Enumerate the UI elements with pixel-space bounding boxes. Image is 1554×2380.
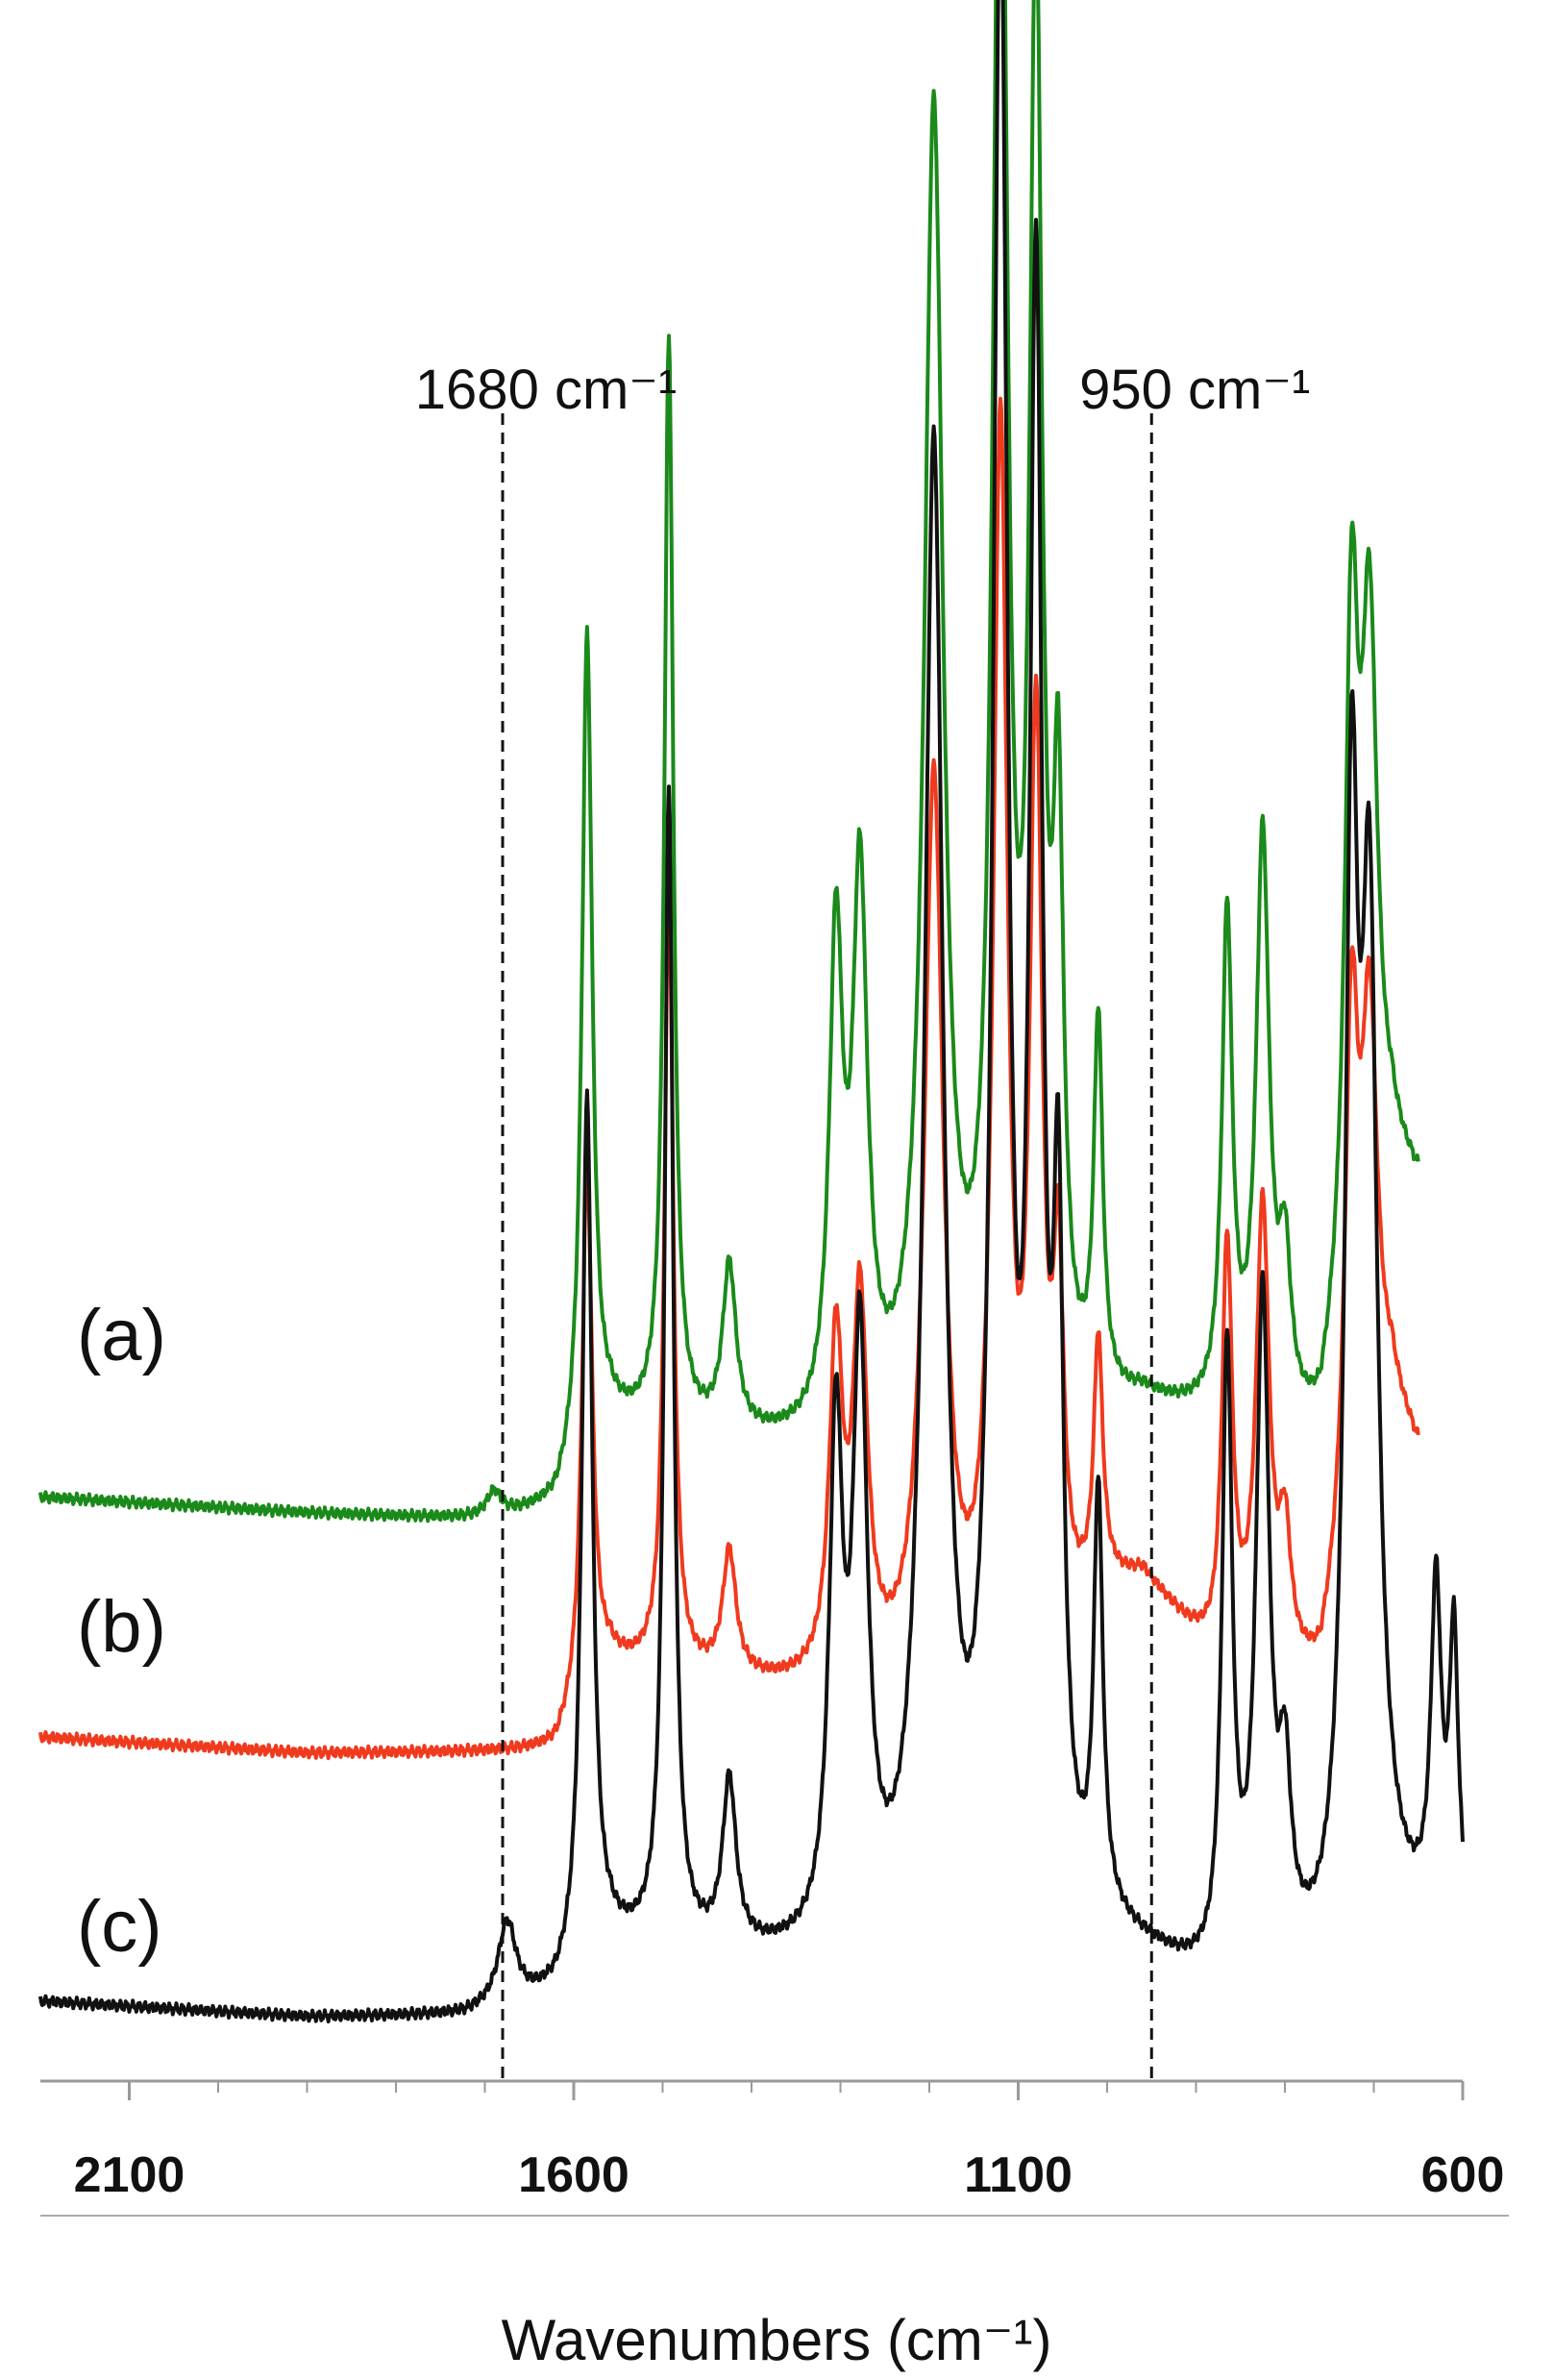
series-labels: (a) (b) (c) [77, 1295, 166, 1968]
series-label-2: (b) [77, 1586, 166, 1668]
x-tick-label: 2100 [74, 2147, 185, 2203]
x-tick-label: 600 [1421, 2147, 1505, 2203]
series-label-1: (a) [77, 1295, 166, 1376]
series-layer [38, 0, 1465, 2023]
x-tick-label: 1600 [518, 2147, 629, 2203]
x-axis-title: Wavenumbers (cm⁻¹) [502, 2308, 1052, 2372]
series-line-2 [38, 396, 1420, 1761]
x-axis: 2100 1600 1100 600 [40, 2079, 1509, 2217]
series-line-1 [38, 0, 1420, 1524]
annotation-layer: 1680 cm⁻¹ 950 cm⁻¹ [415, 359, 1310, 2081]
annotation-label-1: 1680 cm⁻¹ [415, 359, 677, 421]
series-line-3 [38, 0, 1465, 2023]
series-label-3: (c) [77, 1886, 162, 1968]
x-tick-label: 1100 [964, 2147, 1073, 2203]
annotation-label-2: 950 cm⁻¹ [1079, 359, 1310, 421]
